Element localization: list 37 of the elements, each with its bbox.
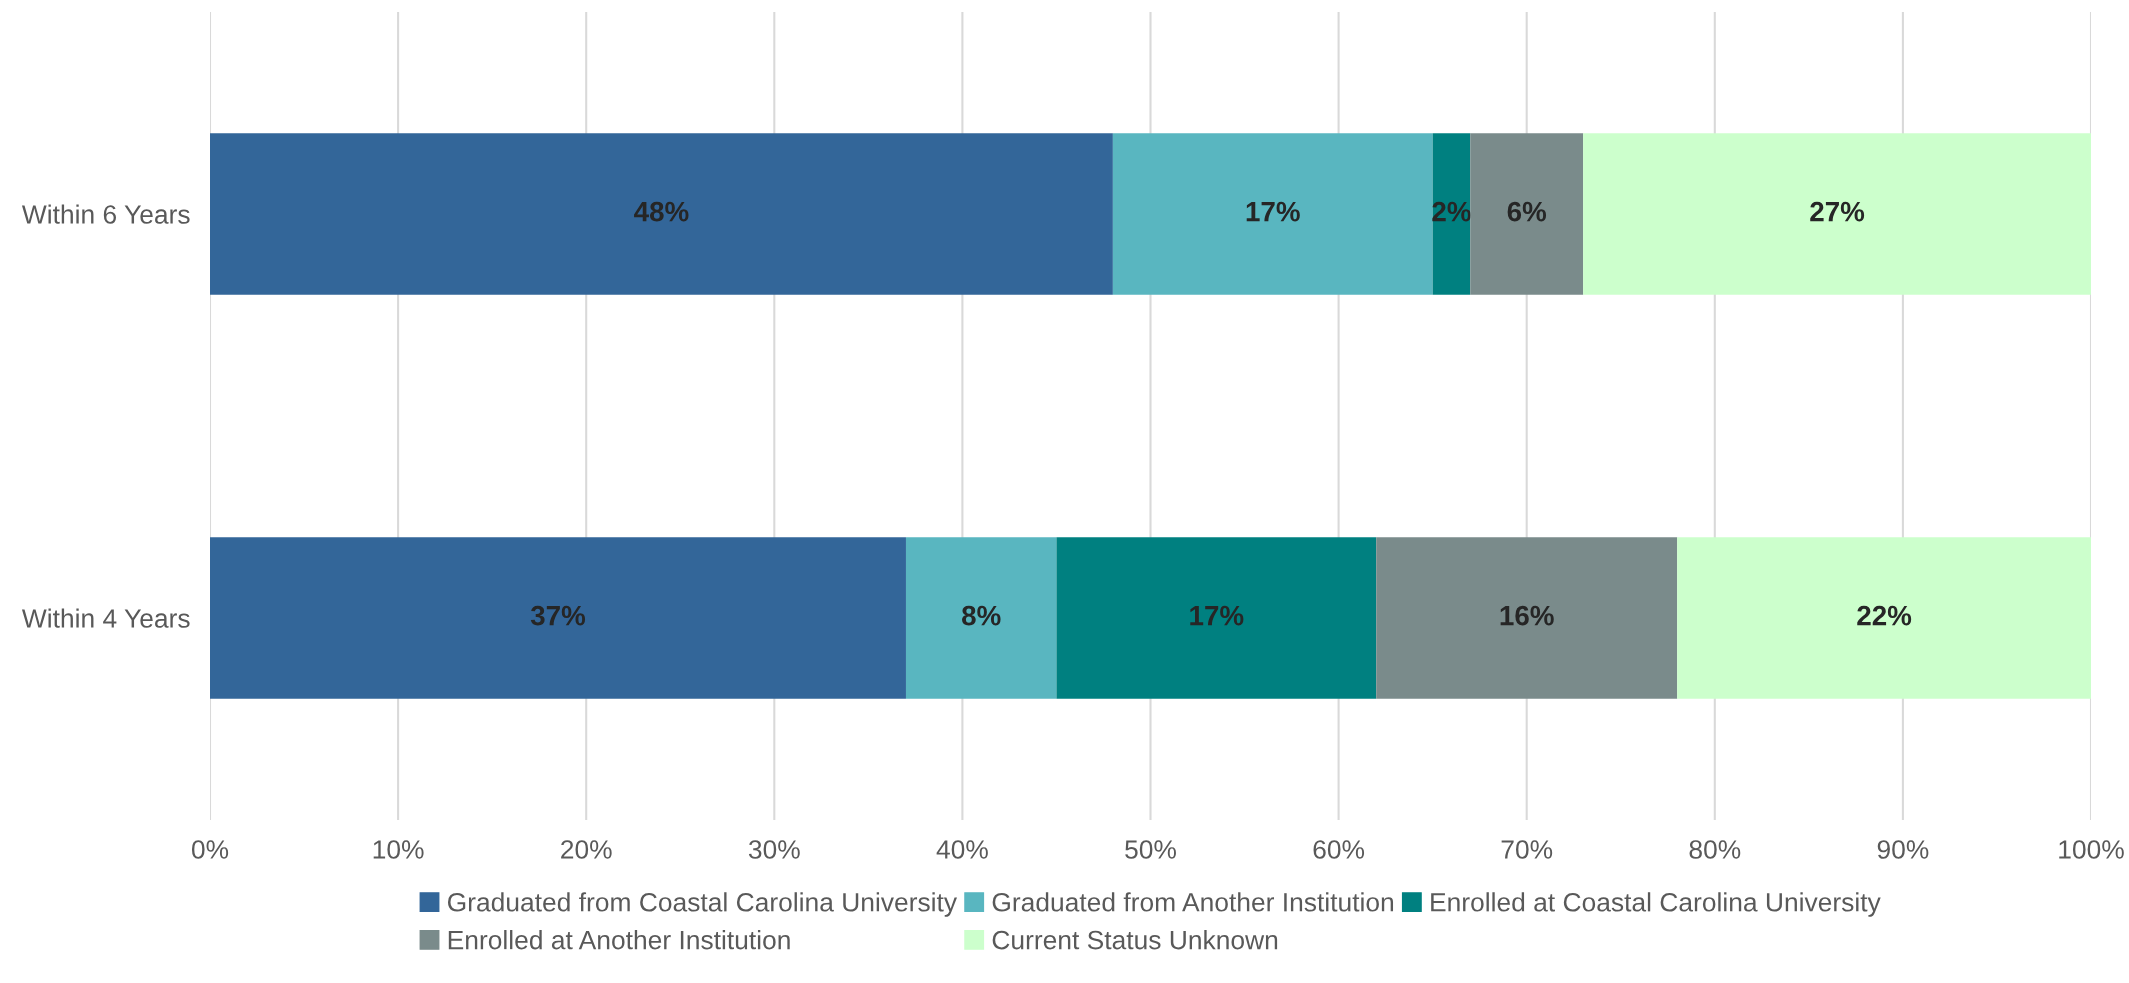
y-tick-label: Within 6 Years bbox=[21, 204, 190, 224]
bar bbox=[1677, 537, 2091, 699]
x-tick-label: 50% bbox=[1125, 840, 1176, 859]
y-tick-label: Within 4 Years bbox=[21, 608, 190, 628]
x-tick-label: 40% bbox=[936, 840, 988, 859]
legend-label: Graduated from Another Institution bbox=[992, 892, 1394, 912]
bar bbox=[1112, 133, 1433, 295]
data-label: 17% bbox=[1190, 605, 1244, 626]
data-label: 16% bbox=[1500, 605, 1554, 626]
bar bbox=[1470, 133, 1584, 295]
data-label: 17% bbox=[1246, 201, 1300, 222]
legend-label: Enrolled at Another Institution bbox=[448, 930, 790, 950]
bar bbox=[1056, 537, 1377, 699]
data-label: 22% bbox=[1857, 605, 1912, 626]
data-label: 6% bbox=[1507, 201, 1547, 222]
x-tick-label: 80% bbox=[1689, 840, 1741, 859]
bar bbox=[1432, 133, 1471, 295]
legend-label: Current Status Unknown bbox=[992, 930, 1278, 950]
x-tick-label: 10% bbox=[373, 840, 424, 859]
bar bbox=[1376, 537, 1678, 699]
data-label: 48% bbox=[634, 201, 689, 222]
x-tick-label: 100% bbox=[2059, 840, 2124, 859]
legend-label: Graduated from Coastal Carolina University bbox=[447, 892, 958, 917]
x-tick-label: 30% bbox=[748, 840, 800, 859]
data-label: 27% bbox=[1810, 201, 1865, 222]
x-tick-label: 90% bbox=[1877, 840, 1929, 859]
data-label: 8% bbox=[962, 605, 1001, 626]
data-label: 37% bbox=[530, 605, 586, 626]
legend-label: Enrolled at Coastal Carolina University bbox=[1431, 892, 1881, 917]
bar bbox=[210, 133, 1113, 295]
x-tick-label: 0% bbox=[191, 840, 229, 859]
bar bbox=[1583, 133, 2091, 295]
bar bbox=[905, 537, 1057, 699]
bar bbox=[210, 537, 906, 699]
x-tick-label: 20% bbox=[561, 840, 612, 859]
x-tick-label: 60% bbox=[1313, 840, 1365, 859]
x-tick-label: 70% bbox=[1501, 840, 1553, 859]
